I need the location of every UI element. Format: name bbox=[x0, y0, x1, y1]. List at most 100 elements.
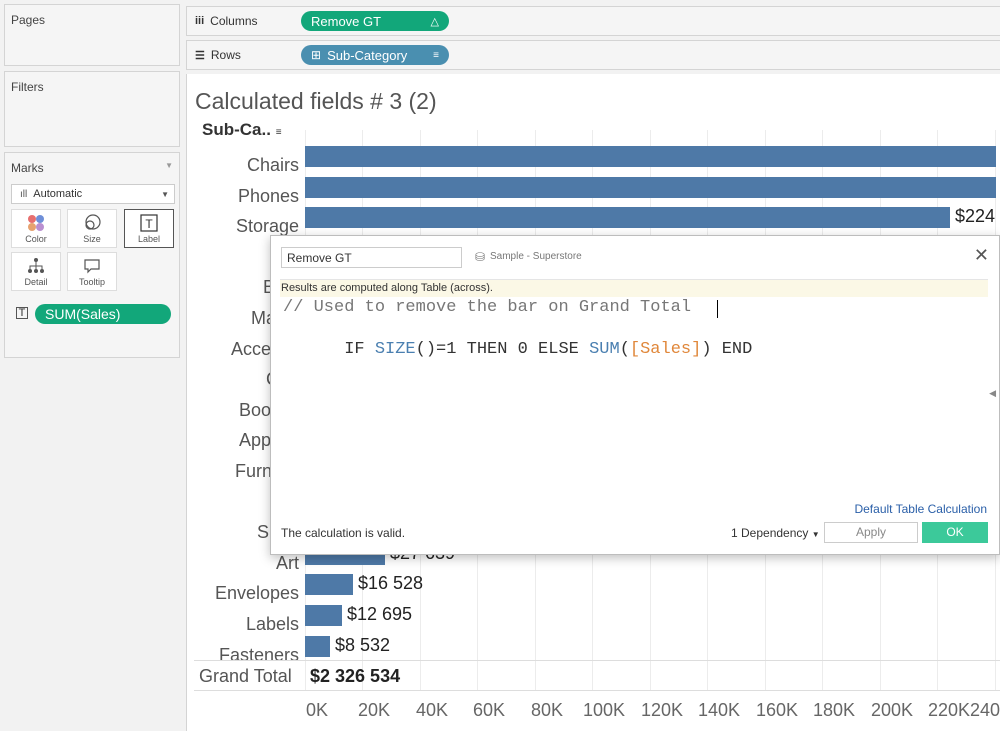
category-label: Fasteners bbox=[218, 644, 299, 665]
columns-shelf: iii Columns Remove GT △ bbox=[186, 6, 1000, 36]
sort-icon: ≡ bbox=[275, 127, 282, 138]
code-editor[interactable]: // Used to remove the bar on Grand Total… bbox=[283, 298, 983, 498]
default-table-calc-link[interactable]: Default Table Calculation bbox=[854, 502, 987, 516]
pages-title: Pages bbox=[11, 13, 46, 27]
code-paren: ( bbox=[619, 340, 630, 359]
x-axis-tick: 160K bbox=[755, 700, 799, 720]
columns-label: Columns bbox=[210, 14, 258, 28]
x-axis-tick: 0K bbox=[305, 700, 329, 720]
expand-icon: ⊞ bbox=[311, 48, 322, 62]
remove-gt-pill-label: Remove GT bbox=[311, 13, 382, 29]
code-size-fn: SIZE bbox=[374, 340, 416, 359]
bar[interactable] bbox=[305, 605, 342, 626]
category-label: Labels bbox=[245, 614, 299, 634]
x-axis-tick: 100K bbox=[582, 700, 626, 720]
marks-collapse-icon[interactable]: ▼ bbox=[165, 161, 173, 170]
dependency-dropdown[interactable]: 1 Dependency ▼ bbox=[731, 526, 820, 540]
code-formula-line: IF SIZE()=1 THEN 0 ELSE SUM([Sales]) END bbox=[283, 321, 752, 378]
marks-title: Marks bbox=[11, 161, 44, 175]
row-header-label: Sub-Ca.. bbox=[202, 120, 271, 139]
grand-total-value: $2 326 534 bbox=[310, 666, 401, 686]
text-label-icon: T bbox=[140, 214, 158, 232]
close-icon[interactable]: ✕ bbox=[973, 245, 989, 265]
detail-icon bbox=[28, 258, 44, 273]
category-label: Art bbox=[275, 552, 299, 573]
sub-category-pill[interactable]: ⊞ Sub-Category ≡ bbox=[301, 45, 449, 65]
category-label: Chairs bbox=[246, 155, 299, 175]
apply-button[interactable]: Apply bbox=[824, 522, 918, 543]
rows-icon: ☰ bbox=[195, 49, 205, 62]
label-button[interactable]: T Label bbox=[124, 209, 174, 248]
code-if: IF bbox=[344, 340, 375, 359]
color-button[interactable]: Color bbox=[11, 209, 61, 248]
category-label: Storage bbox=[235, 216, 299, 237]
color-label: Color bbox=[25, 234, 47, 244]
info-text: Results are computed along Table (across… bbox=[281, 282, 493, 294]
code-sales-field: [Sales] bbox=[629, 340, 702, 359]
worksheet-title: Calculated fields # 3 (2) bbox=[195, 88, 437, 114]
columns-shelf-header: iii Columns bbox=[195, 14, 258, 28]
collapse-arrow-icon[interactable]: ◀ bbox=[989, 388, 996, 398]
validation-status: The calculation is valid. bbox=[281, 526, 406, 540]
datasource-label: Sample - Superstore bbox=[490, 251, 582, 262]
filters-title: Filters bbox=[11, 80, 44, 94]
bar[interactable] bbox=[305, 176, 996, 198]
x-axis-tick: 180K bbox=[812, 700, 856, 720]
color-icon bbox=[28, 215, 44, 231]
pages-panel: Pages bbox=[4, 4, 180, 66]
code-mid: ()=1 THEN 0 ELSE bbox=[415, 340, 590, 359]
mark-type-dropdown[interactable]: ıll Automatic ▼ bbox=[11, 184, 175, 204]
x-axis-tick: 20K bbox=[357, 700, 391, 720]
x-axis-tick: 120K bbox=[640, 700, 684, 720]
x-axis-tick: 140K bbox=[697, 700, 741, 720]
tooltip-button[interactable]: Tooltip bbox=[67, 252, 117, 291]
bar-value-label: $8 532 bbox=[335, 634, 391, 655]
apply-label: Apply bbox=[855, 525, 887, 539]
code-sum-fn: SUM bbox=[589, 340, 620, 359]
sum-sales-pill[interactable]: SUM(Sales) bbox=[35, 304, 171, 324]
bar-value-label: $16 528 bbox=[358, 573, 424, 594]
ok-button[interactable]: OK bbox=[922, 522, 988, 543]
sub-category-pill-label: Sub-Category bbox=[327, 47, 408, 63]
text-field-icon: T bbox=[16, 307, 28, 319]
tooltip-label: Tooltip bbox=[78, 277, 105, 287]
grand-total-label: Grand Total bbox=[199, 666, 292, 686]
x-axis-tick: 200K bbox=[870, 700, 914, 720]
rows-label: Rows bbox=[210, 48, 241, 62]
detail-button[interactable]: Detail bbox=[11, 252, 61, 291]
delta-icon: △ bbox=[430, 15, 439, 28]
code-comment-line: // Used to remove the bar on Grand Total bbox=[283, 298, 692, 317]
bar[interactable] bbox=[305, 207, 950, 229]
x-axis-tick: 240 bbox=[969, 700, 1000, 720]
tooltip-icon bbox=[84, 259, 100, 274]
row-header[interactable]: Sub-Ca.. ≡ bbox=[202, 120, 282, 140]
text-cursor bbox=[717, 300, 718, 318]
size-icon bbox=[85, 214, 101, 230]
code-end: ) END bbox=[701, 340, 753, 359]
bar-value-label: $12 695 bbox=[347, 604, 413, 624]
detail-label: Detail bbox=[24, 277, 48, 287]
calc-name-value: Remove GT bbox=[287, 251, 352, 265]
columns-icon: iii bbox=[195, 15, 205, 27]
category-label: Phones bbox=[237, 185, 299, 206]
rows-shelf: ☰ Rows ⊞ Sub-Category ≡ bbox=[186, 40, 1000, 70]
bar-value-label: $224 bbox=[955, 206, 996, 227]
bar-chart-icon: ıll bbox=[20, 188, 28, 200]
bar[interactable] bbox=[305, 635, 330, 657]
x-axis-tick: 80K bbox=[530, 700, 564, 720]
bar[interactable] bbox=[305, 574, 353, 596]
x-axis-tick: 220K bbox=[927, 700, 971, 720]
sort-icon: ≡ bbox=[433, 49, 439, 61]
calc-name-input[interactable]: Remove GT bbox=[281, 247, 462, 268]
filters-panel: Filters bbox=[4, 71, 180, 147]
calculation-dialog: Remove GT ⛁ Sample - Superstore ✕ Result… bbox=[270, 235, 1000, 555]
info-bar: Results are computed along Table (across… bbox=[280, 279, 988, 297]
x-axis-tick: 40K bbox=[415, 700, 449, 720]
remove-gt-pill[interactable]: Remove GT △ bbox=[301, 11, 449, 31]
size-label: Size bbox=[83, 234, 101, 244]
bar[interactable] bbox=[305, 146, 996, 167]
mark-type-value: Automatic bbox=[33, 188, 83, 200]
dependency-label: 1 Dependency bbox=[731, 526, 809, 540]
axis-divider bbox=[194, 690, 1000, 691]
size-button[interactable]: Size bbox=[67, 209, 117, 248]
